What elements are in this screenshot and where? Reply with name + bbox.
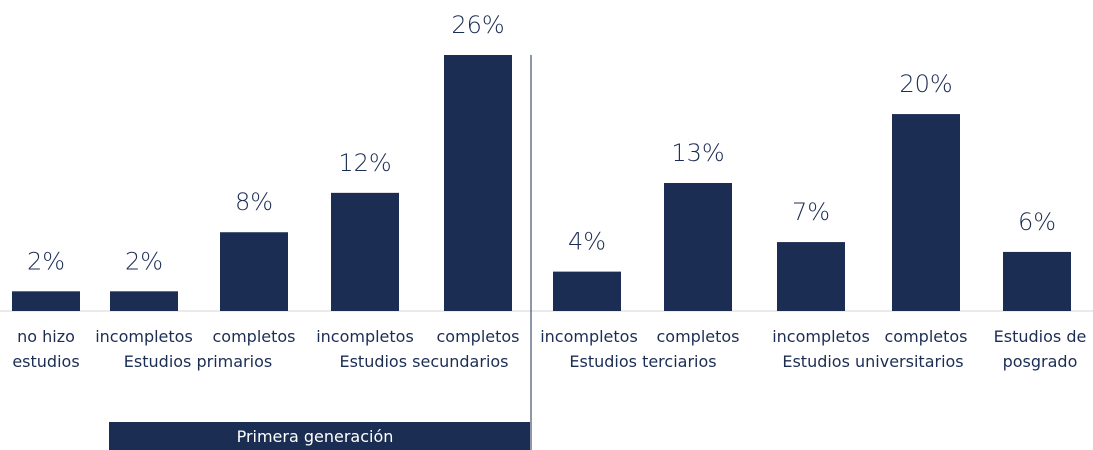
primera-generacion-label: Primera generación xyxy=(237,427,394,446)
value-label-8: 7% xyxy=(792,198,830,226)
value-label-6: 4% xyxy=(568,228,606,256)
category-label-4-line-1: incompletos xyxy=(316,327,414,346)
value-label-1: 2% xyxy=(27,247,65,275)
category-label-1-line-1: no hizo xyxy=(17,327,75,346)
value-label-5: 26% xyxy=(451,11,504,39)
category-label-2-line-1: incompletos xyxy=(95,327,193,346)
bar-10 xyxy=(1003,251,1071,311)
primera-generacion-band xyxy=(109,422,530,450)
bar-5 xyxy=(444,55,512,311)
category-label-7-line-1: completos xyxy=(656,327,739,346)
group-label-1: Estudios primarios xyxy=(124,352,272,371)
category-label-1-line-2: estudios xyxy=(12,352,79,371)
value-label-7: 13% xyxy=(671,139,724,167)
category-label-6-line-1: incompletos xyxy=(540,327,638,346)
value-label-4: 12% xyxy=(338,149,391,177)
category-label-9-line-1: completos xyxy=(884,327,967,346)
category-label-10-line-2: posgrado xyxy=(1003,352,1078,371)
bar-3 xyxy=(220,232,288,311)
value-label-2: 2% xyxy=(125,247,163,275)
category-label-10-line-1: Estudios de xyxy=(994,327,1087,346)
group-label-3: Estudios terciarios xyxy=(569,352,716,371)
bar-7 xyxy=(664,183,732,311)
bar-2 xyxy=(110,291,178,311)
bar-8 xyxy=(777,242,845,311)
bars-group xyxy=(12,55,1071,311)
category-labels-group: no hizo estudios incompletos completos incom… xyxy=(12,327,1086,371)
category-label-3-line-1: completos xyxy=(212,327,295,346)
bar-9 xyxy=(892,114,960,311)
bar-6 xyxy=(553,271,621,311)
value-labels-group: 2% 2% 8% 12% 26% 4% 13% 7% 20% 6% xyxy=(27,11,1056,275)
value-label-3: 8% xyxy=(235,188,273,216)
group-labels-group: Estudios primarios Estudios secundarios Es… xyxy=(124,352,964,371)
category-label-8-line-1: incompletos xyxy=(772,327,870,346)
group-label-2: Estudios secundarios xyxy=(339,352,508,371)
value-label-10: 6% xyxy=(1018,208,1056,236)
category-label-5-line-1: completos xyxy=(436,327,519,346)
bar-1 xyxy=(12,291,80,311)
value-label-9: 20% xyxy=(899,70,952,98)
group-label-4: Estudios universitarios xyxy=(782,352,963,371)
bar-4 xyxy=(331,192,399,311)
